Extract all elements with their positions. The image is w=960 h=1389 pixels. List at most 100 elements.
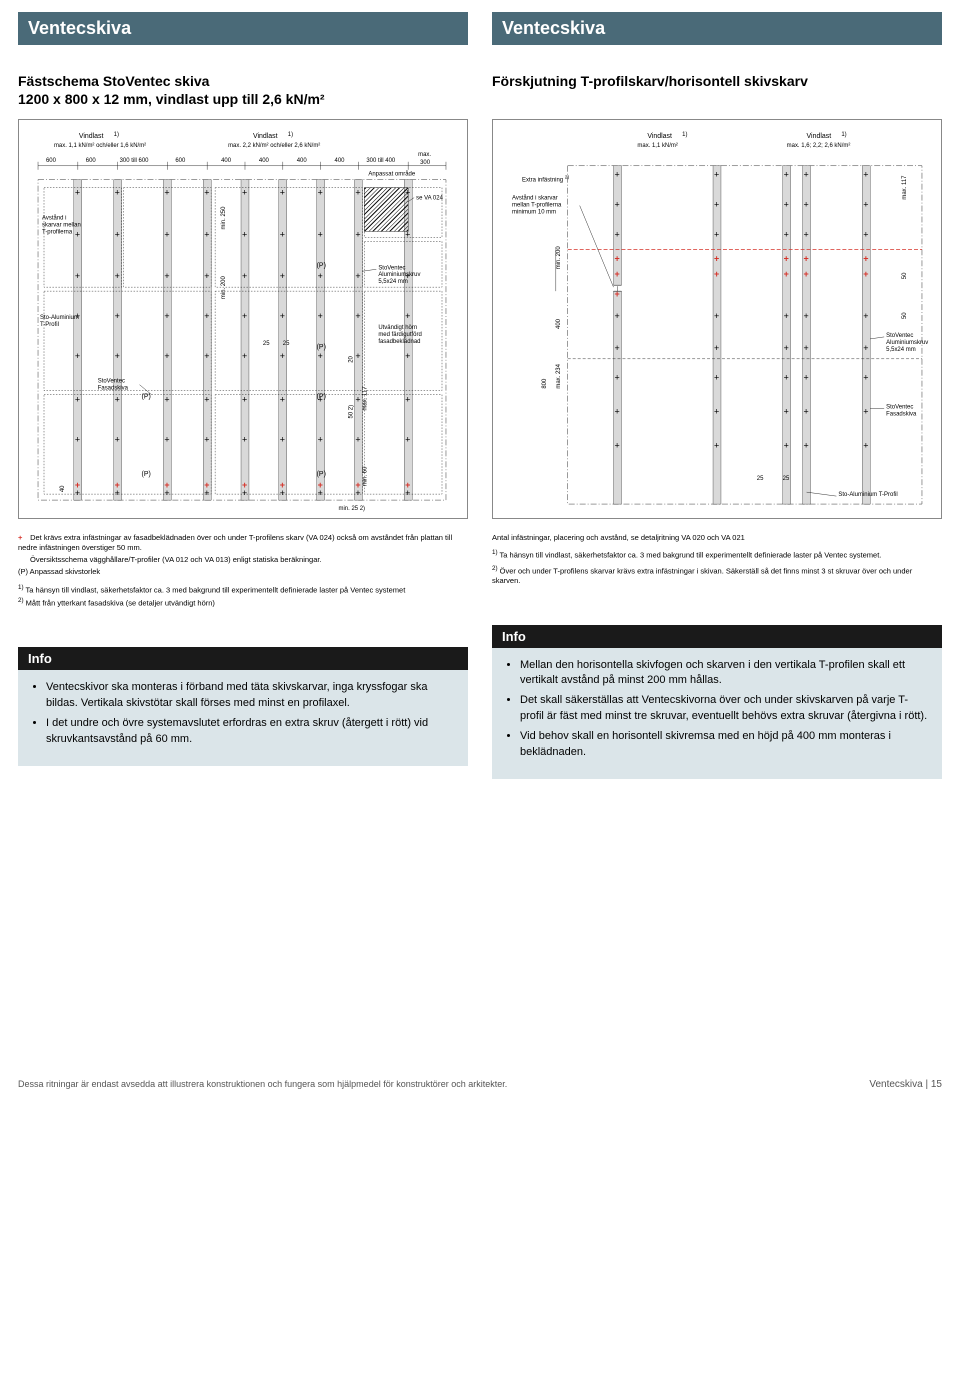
svg-text:+: + xyxy=(242,229,247,239)
svg-text:+: + xyxy=(784,253,789,263)
svg-text:+: + xyxy=(714,269,719,279)
svg-text:+: + xyxy=(355,351,360,361)
svg-text:max. 1,1 kN/m² och/eller 1,6 k: max. 1,1 kN/m² och/eller 1,6 kN/m² xyxy=(54,143,146,149)
svg-text:+: + xyxy=(204,395,209,405)
svg-text:+: + xyxy=(804,200,809,210)
svg-text:+: + xyxy=(863,440,868,450)
svg-text:40: 40 xyxy=(60,485,66,492)
svg-text:600: 600 xyxy=(46,158,57,164)
svg-text:+: + xyxy=(280,488,285,498)
svg-text:+: + xyxy=(804,440,809,450)
svg-text:+: + xyxy=(714,373,719,383)
svg-text:+: + xyxy=(714,440,719,450)
svg-text:+: + xyxy=(863,407,868,417)
svg-text:+: + xyxy=(242,311,247,321)
svg-text:+: + xyxy=(615,170,620,180)
svg-text:(P): (P) xyxy=(142,394,151,401)
svg-text:Vindlast: Vindlast xyxy=(647,133,672,140)
right-info-item: Det skall säkerställas att Ventecskivorn… xyxy=(520,693,930,725)
left-info-title: Info xyxy=(18,647,468,670)
svg-text:+: + xyxy=(115,434,120,444)
svg-text:50: 50 xyxy=(902,272,908,279)
svg-text:+: + xyxy=(804,269,809,279)
svg-text:+: + xyxy=(405,488,410,498)
svg-text:(P): (P) xyxy=(317,344,326,351)
right-notes: Antal infästningar, placering och avstån… xyxy=(492,533,942,587)
svg-text:+: + xyxy=(164,229,169,239)
svg-text:(P): (P) xyxy=(317,471,326,478)
svg-text:+: + xyxy=(115,311,120,321)
svg-text:+: + xyxy=(784,373,789,383)
svg-text:1): 1) xyxy=(114,132,119,138)
svg-text:+: + xyxy=(714,407,719,417)
left-info-item: I det undre och övre systemavslutet erfo… xyxy=(46,716,456,748)
svg-text:+: + xyxy=(280,434,285,444)
svg-text:+: + xyxy=(115,488,120,498)
svg-text:+: + xyxy=(355,395,360,405)
svg-text:min. 25 2): min. 25 2) xyxy=(339,506,366,512)
svg-text:+: + xyxy=(863,311,868,321)
svg-text:+: + xyxy=(615,200,620,210)
svg-text:+: + xyxy=(863,200,868,210)
footer-pageno: Ventecskiva | 15 xyxy=(869,1079,942,1090)
svg-text:+: + xyxy=(318,351,323,361)
svg-text:max.: max. xyxy=(418,152,431,158)
svg-text:min. 60: min. 60 xyxy=(362,466,368,486)
svg-text:+: + xyxy=(714,170,719,180)
svg-text:max. 117: max. 117 xyxy=(902,175,908,200)
right-info-title: Info xyxy=(492,625,942,648)
right-info-body: Mellan den horisontella skivfogen och sk… xyxy=(492,648,942,780)
svg-text:+: + xyxy=(75,488,80,498)
left-title-2: 1200 x 800 x 12 mm, vindlast upp till 2,… xyxy=(18,91,468,107)
svg-text:+: + xyxy=(204,271,209,281)
svg-text:+: + xyxy=(75,351,80,361)
svg-text:+: + xyxy=(242,434,247,444)
svg-text:+: + xyxy=(115,229,120,239)
svg-text:1): 1) xyxy=(288,132,293,138)
svg-text:400: 400 xyxy=(297,158,308,164)
svg-text:20: 20 xyxy=(348,355,354,362)
svg-text:+: + xyxy=(164,488,169,498)
svg-text:+: + xyxy=(405,229,410,239)
svg-text:+: + xyxy=(615,269,620,279)
svg-text:600: 600 xyxy=(175,158,186,164)
svg-text:+: + xyxy=(318,311,323,321)
svg-text:+: + xyxy=(615,229,620,239)
svg-text:+: + xyxy=(784,343,789,353)
svg-text:+: + xyxy=(204,229,209,239)
footer: Dessa ritningar är endast avsedda att il… xyxy=(18,1079,942,1090)
left-info-item: Ventecskivor ska monteras i förband med … xyxy=(46,680,456,712)
svg-text:max. 117: max. 117 xyxy=(362,386,368,411)
svg-text:+: + xyxy=(714,343,719,353)
svg-text:400: 400 xyxy=(221,158,232,164)
svg-text:+: + xyxy=(355,311,360,321)
svg-text:+: + xyxy=(405,434,410,444)
svg-text:+: + xyxy=(242,188,247,198)
svg-text:+: + xyxy=(318,229,323,239)
svg-text:StoVentecAluminiumskruv5,5x24: StoVentecAluminiumskruv5,5x24 mm xyxy=(378,265,420,285)
svg-text:+: + xyxy=(115,188,120,198)
svg-text:se VA 024: se VA 024 xyxy=(416,196,443,202)
svg-text:(P): (P) xyxy=(317,262,326,269)
svg-text:+: + xyxy=(318,488,323,498)
svg-text:+: + xyxy=(615,407,620,417)
svg-text:+: + xyxy=(164,395,169,405)
svg-text:+: + xyxy=(784,440,789,450)
svg-text:+: + xyxy=(804,311,809,321)
svg-text:+: + xyxy=(784,407,789,417)
svg-text:+: + xyxy=(784,229,789,239)
svg-text:25: 25 xyxy=(757,476,764,482)
svg-text:Extra infästning 2): Extra infästning 2) xyxy=(522,175,570,184)
svg-text:300: 300 xyxy=(420,160,431,166)
svg-text:min. 200: min. 200 xyxy=(556,246,562,270)
left-info-body: Ventecskivor ska monteras i förband med … xyxy=(18,670,468,766)
svg-text:+: + xyxy=(804,170,809,180)
svg-text:+: + xyxy=(280,229,285,239)
svg-text:+: + xyxy=(615,440,620,450)
svg-text:800: 800 xyxy=(542,378,548,389)
svg-text:+: + xyxy=(75,229,80,239)
svg-text:+: + xyxy=(164,434,169,444)
svg-text:25: 25 xyxy=(283,341,290,347)
svg-text:400: 400 xyxy=(556,318,562,329)
svg-text:25: 25 xyxy=(783,476,790,482)
